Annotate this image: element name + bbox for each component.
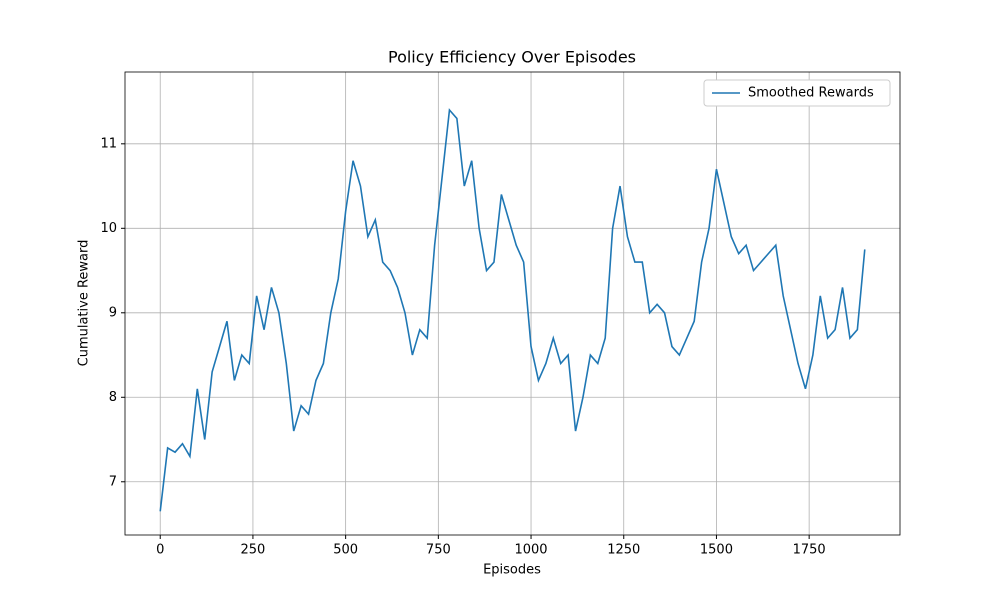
x-axis-label: Episodes (483, 563, 541, 578)
y-axis-label: Cumulative Reward (77, 240, 92, 367)
y-tick-label: 11 (100, 136, 117, 151)
y-tick-label: 7 (109, 474, 117, 489)
y-tick-label: 8 (109, 390, 117, 405)
line (159, 108, 866, 512)
x-tick-label: 1250 (607, 543, 640, 558)
x-tick-label: 500 (333, 543, 358, 558)
legend-label: Smoothed Rewards (748, 86, 874, 101)
x-tick-label: 1000 (514, 543, 547, 558)
x-tick-label: 750 (426, 543, 451, 558)
x-tick-label: 1500 (700, 543, 733, 558)
legend-box (703, 79, 891, 107)
y-tick-label: 9 (109, 305, 117, 320)
plot-frame (124, 71, 901, 536)
chart-title: Policy Efficiency Over Episodes (388, 48, 636, 67)
x-tick-label: 250 (241, 543, 266, 558)
x-tick-label: 0 (156, 543, 164, 558)
y-tick-label: 10 (100, 221, 117, 236)
x-tick-label: 1750 (793, 543, 826, 558)
